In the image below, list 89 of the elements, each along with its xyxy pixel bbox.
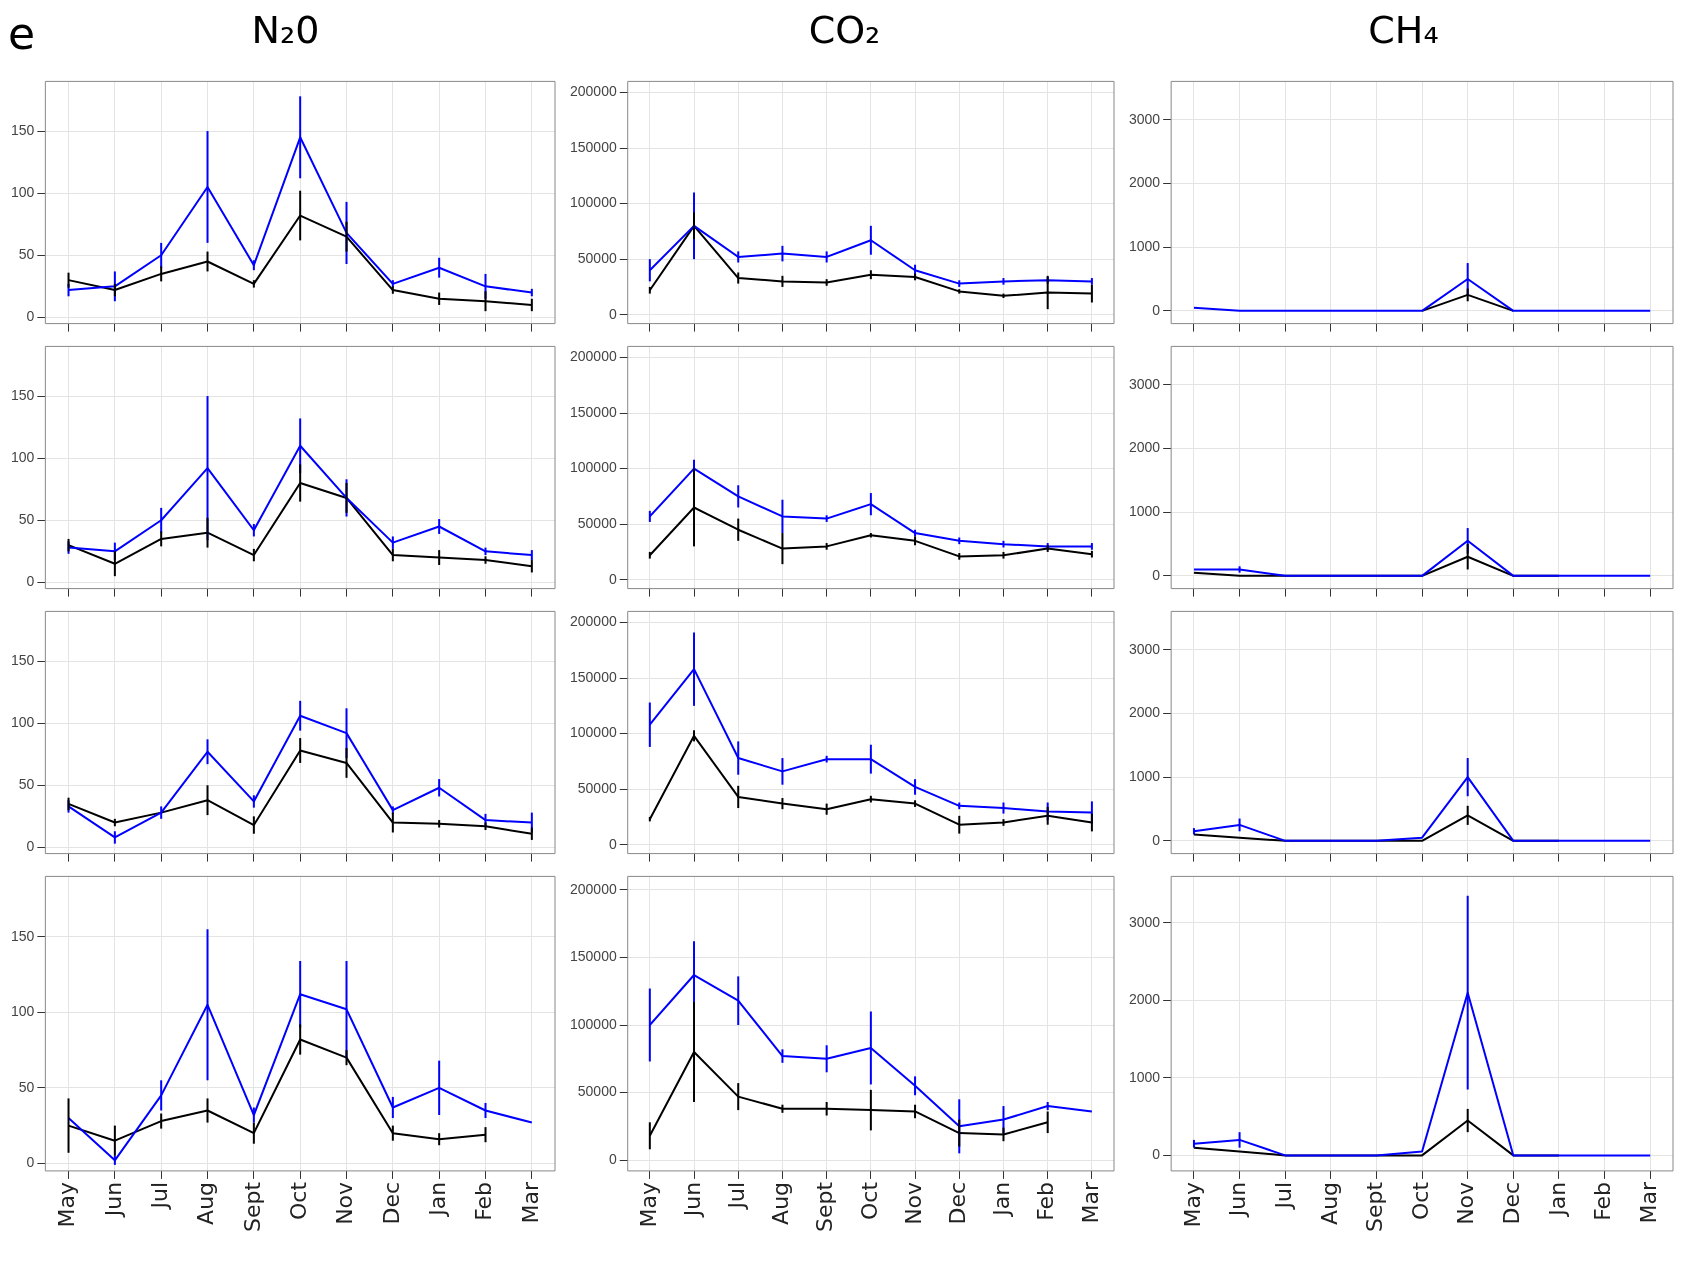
y-tick-label: 100000 (570, 459, 617, 476)
x-tick-label: Mar (1635, 1180, 1661, 1224)
x-tick-label: Mar (517, 1180, 543, 1224)
y-tick-label: 200000 (570, 613, 617, 630)
x-tick-label: Sept (1362, 1181, 1388, 1232)
x-tick-label: Nov (1453, 1181, 1479, 1225)
x-tick-label: Oct (856, 1181, 882, 1220)
x-tick-label: Jul (1270, 1181, 1296, 1211)
x-tick-label: May (635, 1181, 661, 1228)
y-tick-label: 50 (18, 776, 35, 793)
chart-title: N₂0 (251, 8, 320, 52)
x-tick-label: Jul (146, 1181, 172, 1211)
y-tick-label: 1000 (1128, 1068, 1161, 1085)
y-tick-label: 0 (1152, 566, 1161, 583)
y-tick-label: 2000 (1128, 174, 1161, 191)
x-tick-label: Feb (471, 1181, 497, 1221)
x-tick-label: Dec (944, 1181, 970, 1225)
y-tick-label: 1000 (1128, 502, 1161, 519)
x-tick-label: Nov (900, 1181, 926, 1225)
y-tick-label: 100 (11, 714, 35, 731)
y-tick-label: 200000 (570, 880, 617, 897)
y-tick-label: 0 (608, 835, 617, 852)
x-tick-label: Jun (1225, 1181, 1251, 1219)
y-tick-label: 3000 (1128, 913, 1161, 930)
x-tick-label: Jan (1544, 1181, 1570, 1218)
y-tick-label: 1000 (1128, 767, 1161, 784)
y-tick-label: 100 (11, 184, 35, 201)
y-tick-label: 150000 (570, 668, 617, 685)
y-tick-label: 50000 (577, 780, 617, 797)
x-tick-label: Mar (1077, 1180, 1103, 1224)
x-tick-label: Jun (679, 1181, 705, 1219)
x-tick-label: Feb (1033, 1181, 1059, 1221)
x-tick-label: Oct (285, 1181, 311, 1220)
y-tick-label: 0 (608, 570, 617, 587)
y-tick-label: 3000 (1128, 640, 1161, 657)
y-tick-label: 2000 (1128, 991, 1161, 1008)
x-tick-label: Oct (1407, 1181, 1433, 1220)
y-tick-label: 0 (26, 573, 35, 590)
y-tick-label: 150000 (570, 403, 617, 420)
y-tick-label: 0 (608, 1150, 617, 1167)
y-tick-label: 0 (1152, 301, 1161, 318)
x-tick-label: Aug (1316, 1181, 1342, 1225)
text: e (8, 8, 36, 59)
x-tick-label: Jun (100, 1181, 126, 1219)
y-tick-label: 0 (26, 1154, 35, 1171)
y-tick-label: 200000 (570, 83, 617, 100)
y-tick-label: 150 (11, 121, 35, 138)
y-tick-label: 150 (11, 651, 35, 668)
y-tick-label: 100000 (570, 1015, 617, 1032)
x-tick-label: Aug (768, 1181, 794, 1225)
y-tick-label: 3000 (1128, 110, 1161, 127)
y-tick-label: 200000 (570, 348, 617, 365)
y-tick-label: 150 (11, 386, 35, 403)
y-tick-label: 50 (18, 511, 35, 528)
y-tick-label: 3000 (1128, 375, 1161, 392)
x-tick-label: Feb (1590, 1181, 1616, 1221)
x-tick-label: May (54, 1181, 80, 1228)
y-tick-label: 100000 (570, 724, 617, 741)
y-tick-label: 0 (26, 838, 35, 855)
y-tick-label: 50 (18, 1078, 35, 1095)
x-tick-label: Nov (332, 1181, 358, 1225)
y-tick-label: 150000 (570, 948, 617, 965)
y-tick-label: 100000 (570, 194, 617, 211)
x-tick-label: Jan (989, 1181, 1015, 1218)
y-tick-label: 0 (1152, 831, 1161, 848)
y-tick-label: 0 (608, 305, 617, 322)
y-tick-label: 150000 (570, 138, 617, 155)
y-tick-label: 100 (11, 449, 35, 466)
x-tick-label: Dec (378, 1181, 404, 1225)
y-tick-label: 100 (11, 1003, 35, 1020)
y-tick-label: 50 (18, 246, 35, 263)
x-tick-label: Jul (723, 1181, 749, 1211)
y-tick-label: 50000 (577, 250, 617, 267)
x-tick-label: Dec (1499, 1181, 1525, 1225)
y-tick-label: 0 (26, 308, 35, 325)
x-tick-label: May (1179, 1181, 1205, 1228)
y-tick-label: 0 (1152, 1146, 1161, 1163)
y-tick-label: 50000 (577, 1083, 617, 1100)
x-tick-label: Jan (424, 1181, 450, 1218)
x-tick-label: Sept (239, 1181, 265, 1232)
y-tick-label: 50000 (577, 515, 617, 532)
chart-title: CH₄ (1367, 8, 1440, 54)
x-tick-label: Sept (812, 1181, 838, 1232)
y-tick-label: 1000 (1128, 237, 1161, 254)
x-tick-label: Aug (193, 1181, 219, 1225)
y-tick-label: 2000 (1128, 704, 1161, 721)
chart-title: CO₂ (807, 8, 882, 54)
y-tick-label: 2000 (1128, 439, 1161, 456)
y-tick-label: 150 (11, 927, 35, 944)
